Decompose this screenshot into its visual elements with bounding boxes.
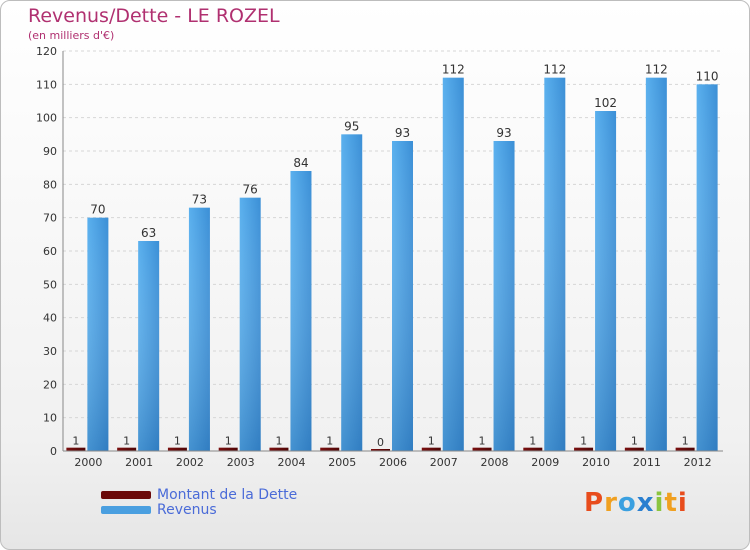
x-tick-label-2000: 2000	[74, 456, 102, 469]
data-label-dette-2004: 1	[275, 435, 282, 448]
data-label-revenus-2005: 95	[344, 119, 359, 133]
bar-dette-2011	[624, 447, 644, 451]
x-tick-label-2006: 2006	[379, 456, 407, 469]
bar-revenus-shade-2009	[544, 77, 566, 452]
y-tick-label-50: 50	[43, 278, 57, 291]
data-label-dette-2005: 1	[326, 435, 333, 448]
x-tick-label-2004: 2004	[277, 456, 305, 469]
logo-letter-3: x	[636, 488, 655, 518]
bar-dette-2004	[269, 447, 289, 451]
data-label-dette-2012: 1	[682, 435, 689, 448]
x-tick-label-2007: 2007	[430, 456, 458, 469]
x-tick-label-2008: 2008	[481, 456, 509, 469]
legend-swatch-dette	[101, 491, 151, 499]
bar-revenus-shade-2004	[290, 171, 312, 451]
x-tick-label-2010: 2010	[582, 456, 610, 469]
data-label-revenus-2001: 63	[141, 226, 156, 240]
bar-dette-2010	[574, 447, 594, 451]
y-tick-label-0: 0	[50, 445, 57, 458]
data-label-revenus-2009: 112	[543, 63, 566, 77]
data-label-revenus-2003: 76	[243, 183, 258, 197]
y-tick-label-30: 30	[43, 345, 57, 358]
y-tick-label-20: 20	[43, 378, 57, 391]
data-label-revenus-2011: 112	[645, 63, 668, 77]
logo-letter-6: i	[677, 488, 688, 518]
bar-dette-2012	[675, 447, 695, 451]
data-label-dette-2010: 1	[580, 435, 587, 448]
bar-revenus-shade-2008	[493, 141, 515, 451]
bar-revenus-shade-2011	[645, 77, 667, 452]
x-tick-label-2011: 2011	[633, 456, 661, 469]
data-label-revenus-2012: 110	[696, 69, 719, 83]
data-label-revenus-2006: 93	[395, 126, 410, 140]
y-tick-label-70: 70	[43, 212, 57, 225]
y-tick-label-60: 60	[43, 245, 57, 258]
logo-letter-2: o	[617, 488, 637, 518]
chart-title: Revenus/Dette - LE ROZEL	[28, 5, 280, 27]
legend-swatch-revenus	[101, 506, 151, 514]
bar-revenus-shade-2010	[595, 111, 617, 451]
bar-dette-2002	[167, 447, 187, 451]
data-label-dette-2002: 1	[174, 435, 181, 448]
bar-dette-2000	[66, 447, 86, 451]
y-tick-label-10: 10	[43, 412, 57, 425]
logo-letter-1: r	[604, 488, 618, 518]
data-label-dette-2000: 1	[72, 435, 79, 448]
logo-letter-5: t	[664, 488, 678, 518]
y-tick-label-90: 90	[43, 145, 57, 158]
data-label-dette-2007: 1	[428, 435, 435, 448]
bar-revenus-shade-2006	[392, 141, 413, 451]
data-label-revenus-2004: 84	[293, 156, 308, 170]
bar-revenus-shade-2000	[87, 217, 109, 451]
data-label-dette-2001: 1	[123, 435, 130, 448]
x-tick-label-2002: 2002	[176, 456, 204, 469]
bar-dette-2005	[320, 447, 340, 451]
bar-dette-2003	[218, 447, 238, 451]
data-label-dette-2011: 1	[631, 435, 638, 448]
x-tick-label-2009: 2009	[531, 456, 559, 469]
y-tick-label-40: 40	[43, 312, 57, 325]
logo-letter-4: i	[654, 488, 665, 518]
bar-revenus-shade-2012	[696, 84, 718, 451]
bar-revenus-shade-2002	[188, 207, 210, 451]
data-label-dette-2003: 1	[225, 435, 232, 448]
data-label-revenus-2008: 93	[496, 126, 511, 140]
bar-revenus-shade-2005	[341, 134, 363, 452]
bar-dette-2008	[472, 447, 492, 451]
y-tick-label-80: 80	[43, 178, 57, 191]
x-tick-label-2005: 2005	[328, 456, 356, 469]
bar-revenus-shade-2003	[239, 197, 261, 451]
x-tick-label-2003: 2003	[227, 456, 255, 469]
proxiti-logo: Proxiti	[584, 488, 688, 518]
y-tick-label-110: 110	[36, 78, 57, 91]
legend-label-dette: Montant de la Dette	[157, 487, 298, 503]
x-tick-label-2012: 2012	[684, 456, 712, 469]
bar-revenus-shade-2001	[138, 241, 160, 451]
data-label-dette-2008: 1	[479, 435, 486, 448]
data-label-revenus-2002: 73	[192, 193, 207, 207]
y-tick-label-120: 120	[36, 45, 57, 58]
x-tick-label-2001: 2001	[125, 456, 153, 469]
data-label-revenus-2007: 112	[442, 63, 465, 77]
legend-item-revenus: Revenus	[101, 502, 217, 518]
data-label-dette-2006: 0	[377, 436, 384, 449]
bar-dette-2001	[117, 447, 137, 451]
legend-item-dette: Montant de la Dette	[101, 487, 297, 503]
chart-subtitle: (en milliers d'€)	[28, 29, 115, 42]
data-label-dette-2009: 1	[529, 435, 536, 448]
data-label-revenus-2000: 70	[90, 203, 105, 217]
legend-label-revenus: Revenus	[157, 502, 217, 518]
logo-letter-0: P	[584, 488, 605, 518]
bar-dette-2006	[371, 449, 390, 451]
bar-dette-2009	[523, 447, 543, 451]
data-label-revenus-2010: 102	[594, 96, 617, 110]
bar-revenus-shade-2007	[442, 77, 464, 452]
bar-dette-2007	[421, 447, 441, 451]
y-tick-label-100: 100	[36, 112, 57, 125]
